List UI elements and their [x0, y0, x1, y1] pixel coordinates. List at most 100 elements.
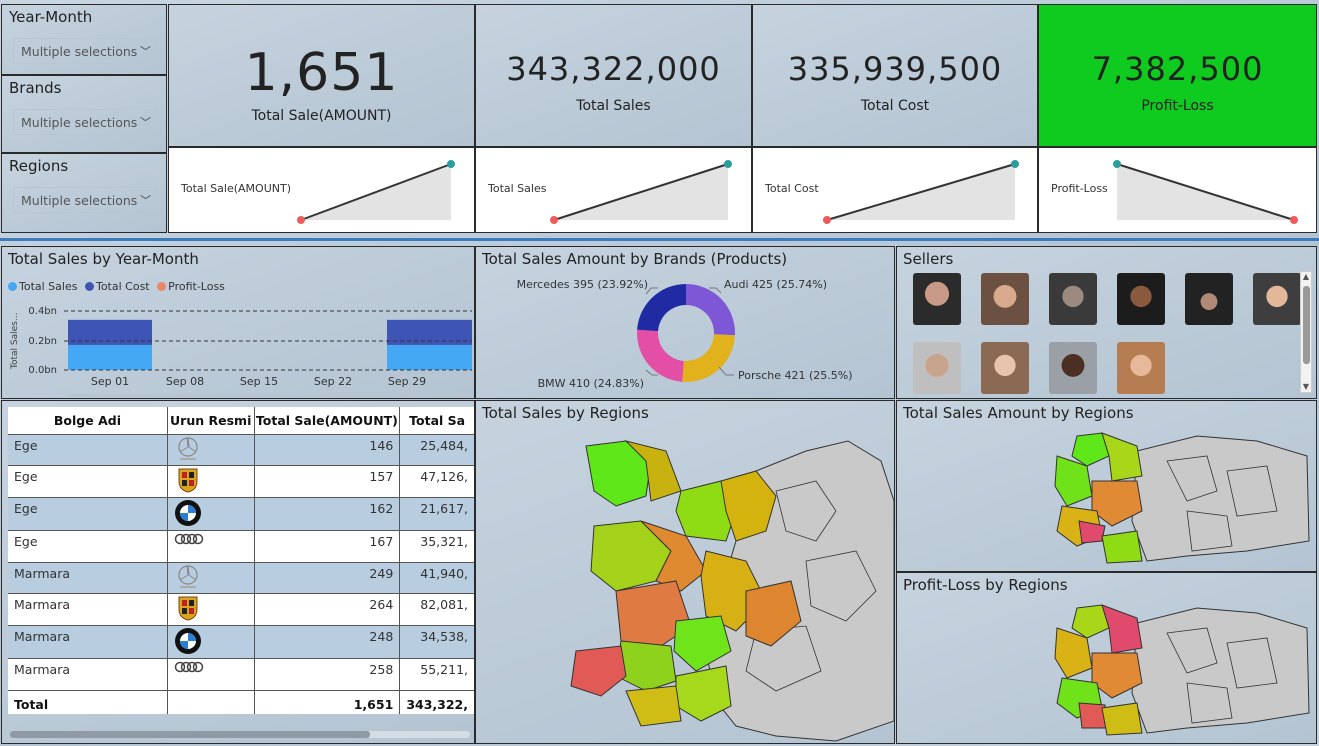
cell-total-amount: 146: [254, 434, 401, 467]
cell-total-sales: 55,211,: [399, 658, 474, 691]
kpi-card-total-amount: 1,651 Total Sale(AMOUNT): [168, 4, 475, 147]
table-row[interactable]: Marmara 264 82,081,: [8, 593, 474, 626]
regions-dropdown[interactable]: Multiple selections ﹀: [13, 187, 157, 213]
donut-slice-porsche[interactable]: [682, 334, 735, 382]
map-region: [1071, 432, 1110, 467]
chart-scrollbar-track[interactable]: [68, 394, 468, 397]
donut-slice-bmw[interactable]: [637, 329, 684, 382]
cell-total-sales: 82,081,: [399, 593, 474, 626]
slicer-title: Brands: [9, 79, 62, 97]
map-title: Total Sales Amount by Regions: [903, 404, 1134, 422]
donut-label-bmw: BMW 410 (24.83%): [538, 377, 644, 390]
sparkline-label: Profit-Loss: [1051, 182, 1108, 195]
map-region: [1101, 530, 1143, 564]
seller-photo[interactable]: [1117, 342, 1165, 394]
sparkline-label: Total Cost: [765, 182, 819, 195]
legend-item-total-sales[interactable]: Total Sales: [8, 280, 77, 293]
map-region: [1101, 702, 1143, 736]
total-sales-amount-by-regions-map: Total Sales Amount by Regions: [896, 400, 1317, 572]
seller-photo[interactable]: [1049, 342, 1097, 394]
y-tick-label: 0.0bn: [28, 365, 57, 376]
seller-photo[interactable]: [981, 342, 1029, 394]
table-scrollbar[interactable]: [10, 731, 470, 738]
seller-photo[interactable]: [1253, 273, 1301, 325]
column-header-bolge-adi[interactable]: Bolge Adi: [8, 407, 168, 435]
cell-total-sales: 343,322,: [406, 696, 468, 712]
cell-product-image: [167, 562, 255, 595]
kpi-value: 7,382,500: [1091, 50, 1264, 88]
map-region: [673, 615, 732, 672]
cell-total-amount: 162: [254, 497, 401, 531]
year-month-dropdown[interactable]: Multiple selections ﹀: [13, 38, 157, 64]
bmw-logo-icon: [174, 627, 204, 654]
seller-photo[interactable]: [913, 273, 961, 325]
donut-label-mercedes: Mercedes 395 (23.92%): [517, 278, 648, 291]
sparkline-chart: [823, 160, 1019, 224]
legend-item-total-cost[interactable]: Total Cost: [84, 280, 150, 293]
kpi-value: 1,651: [244, 43, 399, 103]
porsche-logo-icon: [174, 595, 204, 621]
donut-slice-audi[interactable]: [686, 284, 735, 336]
sparkline-profit-loss: Profit-Loss: [1038, 147, 1317, 233]
donut-slice-mercedes[interactable]: [637, 284, 686, 332]
chevron-down-icon: ﹀: [140, 45, 151, 58]
bar-total-sales[interactable]: [68, 344, 152, 370]
seller-photo[interactable]: [981, 273, 1029, 325]
brands-dropdown[interactable]: Multiple selections ﹀: [13, 109, 157, 135]
turkey-choropleth-map: [1054, 432, 1310, 564]
kpi-card-profit-loss: 7,382,500 Profit-Loss: [1038, 4, 1317, 147]
column-header-total-amount[interactable]: Total Sale(AMOUNT): [254, 407, 401, 435]
cell-product-image: [167, 465, 255, 498]
column-header-total-sales[interactable]: Total Sa: [399, 407, 474, 435]
table-row[interactable]: Ege 162 21,617,: [8, 497, 474, 531]
sparkline-chart: [297, 160, 455, 224]
cell-total-amount: 1,651: [254, 690, 401, 715]
scrollbar-thumb[interactable]: [10, 731, 370, 738]
audi-logo-icon: [174, 660, 204, 686]
table-row[interactable]: Ege 157 47,126,: [8, 465, 474, 498]
sparkline-chart: [550, 160, 732, 224]
kpi-card-total-sales: 343,322,000 Total Sales: [475, 4, 752, 147]
sparkline-total-amount: Total Sale(AMOUNT): [168, 147, 475, 233]
bar-total-sales[interactable]: [387, 344, 472, 370]
seller-photo[interactable]: [1117, 273, 1165, 325]
x-tick-label: Sep 01: [91, 375, 129, 388]
total-sales-by-year-month-chart: Total Sales by Year-Month Total Sales To…: [1, 246, 475, 399]
legend-item-profit-loss[interactable]: Profit-Loss: [157, 280, 225, 293]
map-region: [640, 520, 707, 592]
map-region: [675, 665, 732, 722]
cell-product-image: [167, 625, 255, 659]
dropdown-value: Multiple selections: [21, 193, 138, 208]
scroll-down-icon[interactable]: ▼: [1302, 382, 1310, 391]
scrollbar-thumb[interactable]: [1303, 286, 1310, 364]
section-divider: [0, 238, 1319, 241]
time-series-plot: Total Sales... 0.4bn 0.2bn 0.0bn Sep 01 …: [10, 306, 472, 397]
cell-product-image: [167, 593, 255, 626]
cell-region: Marmara: [8, 593, 168, 626]
brands-donut-chart: Total Sales Amount by Brands (Products) …: [475, 246, 895, 399]
scroll-up-icon[interactable]: ▲: [1302, 272, 1310, 281]
sellers-scrollbar[interactable]: ▲ ▼: [1300, 271, 1312, 393]
cell-empty: [167, 690, 255, 715]
table-row[interactable]: Marmara 249 41,940,: [8, 562, 474, 595]
cell-region: Marmara: [8, 658, 168, 691]
seller-photo[interactable]: [913, 342, 961, 394]
bmw-logo-icon: [174, 499, 204, 526]
map-region: [1091, 652, 1143, 699]
x-tick-label: Sep 22: [314, 375, 352, 388]
cell-total-sales: 21,617,: [399, 497, 474, 531]
turkey-choropleth-map: [1054, 604, 1310, 736]
panel-title: Sellers: [903, 250, 954, 268]
table-row[interactable]: Ege 146 25,484,: [8, 434, 474, 467]
table-row[interactable]: Marmara 248 34,538,: [8, 625, 474, 659]
kpi-label: Total Sale(AMOUNT): [251, 108, 392, 124]
table-row[interactable]: Marmara 258 55,211,: [8, 658, 474, 691]
cell-region: Ege: [8, 530, 168, 563]
map-region: [745, 580, 802, 647]
cell-region: Ege: [8, 434, 168, 467]
chevron-down-icon: ﹀: [140, 116, 151, 129]
seller-photo[interactable]: [1185, 273, 1233, 325]
seller-photo[interactable]: [1049, 273, 1097, 325]
table-row[interactable]: Ege 167 35,321,: [8, 530, 474, 563]
column-header-urun-resmi[interactable]: Urun Resmi: [167, 407, 255, 435]
